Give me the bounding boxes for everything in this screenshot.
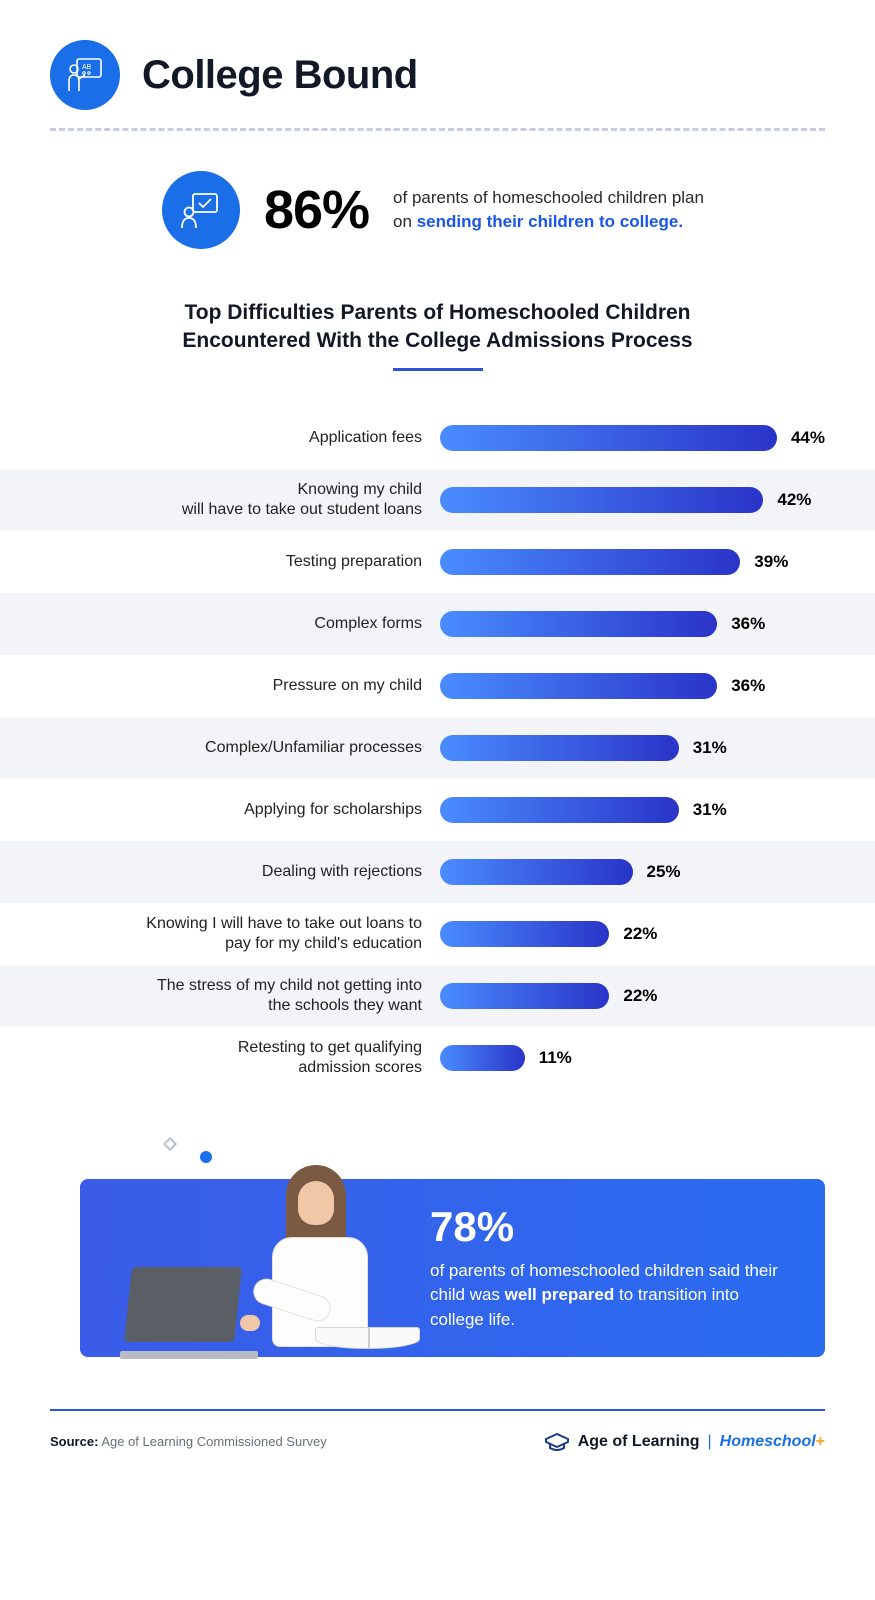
laptop-icon [120, 1267, 250, 1357]
bar-fill [440, 1045, 525, 1071]
header-divider [50, 128, 825, 131]
callout-percentage: 78% [430, 1203, 785, 1251]
bar-label: Dealing with rejections [50, 862, 440, 882]
brand-separator: | [707, 1433, 711, 1451]
chart-title: Top Difficulties Parents of Homeschooled… [118, 299, 758, 356]
bar-value: 36% [731, 614, 765, 634]
bar-track: 31% [440, 735, 825, 761]
bar-value: 31% [693, 738, 727, 758]
bar-label: Knowing I will have to take out loans to… [50, 914, 440, 954]
bar-row: Retesting to get qualifyingadmission sco… [0, 1027, 875, 1089]
source-label: Source: [50, 1434, 98, 1449]
teacher-blackboard-icon: AB [50, 40, 120, 110]
bar-fill [440, 673, 717, 699]
footer-divider [50, 1409, 825, 1411]
bar-track: 22% [440, 983, 825, 1009]
bar-row: Application fees 44% [0, 407, 875, 469]
bar-label: Complex forms [50, 614, 440, 634]
bar-label: Applying for scholarships [50, 800, 440, 820]
bar-value: 11% [539, 1048, 572, 1068]
page-header: AB College Bound [50, 40, 825, 110]
blackboard-svg: AB [65, 55, 105, 95]
bar-label: Testing preparation [50, 552, 440, 572]
bar-track: 36% [440, 611, 825, 637]
brand-logo: Age of Learning | Homeschool+ [544, 1431, 825, 1453]
bar-fill [440, 549, 740, 575]
bar-track: 22% [440, 921, 825, 947]
bar-row: Complex/Unfamiliar processes 31% [0, 717, 875, 779]
bar-value: 22% [623, 986, 657, 1006]
presentation-svg [179, 188, 223, 232]
bar-value: 44% [791, 428, 825, 448]
bar-value: 31% [693, 800, 727, 820]
callout-content: 78% of parents of homeschooled children … [430, 1203, 785, 1333]
source-text: Age of Learning Commissioned Survey [101, 1434, 326, 1449]
bar-fill [440, 735, 679, 761]
bar-value: 36% [731, 676, 765, 696]
callout-section: + 78% of parents of homeschooled childre… [50, 1139, 825, 1369]
bar-value: 39% [754, 552, 788, 572]
bar-label: Application fees [50, 428, 440, 448]
bar-row: The stress of my child not getting intot… [0, 965, 875, 1027]
footer: Source: Age of Learning Commissioned Sur… [50, 1431, 825, 1453]
bar-label: Pressure on my child [50, 676, 440, 696]
bar-label: Knowing my childwill have to take out st… [50, 480, 440, 520]
bar-fill [440, 425, 777, 451]
callout-text-bold: well prepared [505, 1285, 615, 1304]
hero-percentage: 86% [264, 179, 369, 241]
bar-row: Dealing with rejections 25% [0, 841, 875, 903]
callout-text: of parents of homeschooled children said… [430, 1259, 785, 1333]
bar-row: Testing preparation 39% [0, 531, 875, 593]
bar-row: Applying for scholarships 31% [0, 779, 875, 841]
bar-label: Complex/Unfamiliar processes [50, 738, 440, 758]
bar-row: Pressure on my child 36% [0, 655, 875, 717]
bar-track: 42% [440, 487, 825, 513]
bar-track: 36% [440, 673, 825, 699]
graduation-cap-icon [544, 1431, 570, 1453]
bar-fill [440, 611, 717, 637]
bar-fill [440, 921, 609, 947]
bar-row: Knowing I will have to take out loans to… [0, 903, 875, 965]
bar-track: 31% [440, 797, 825, 823]
hero-description: of parents of homeschooled children plan… [393, 186, 713, 234]
bar-row: Complex forms 36% [0, 593, 875, 655]
brand-plus: + [816, 1433, 825, 1450]
page-title: College Bound [142, 53, 418, 98]
bar-value: 25% [647, 862, 681, 882]
presentation-check-icon [162, 171, 240, 249]
bar-track: 44% [440, 425, 825, 451]
bar-label: Retesting to get qualifyingadmission sco… [50, 1038, 440, 1078]
bar-chart: Application fees 44% Knowing my childwill … [0, 407, 875, 1089]
svg-text:AB: AB [82, 64, 92, 71]
hero-stat: 86% of parents of homeschooled children … [118, 171, 758, 249]
bar-label: The stress of my child not getting intot… [50, 976, 440, 1016]
bar-fill [440, 983, 609, 1009]
chart-title-underline [393, 368, 483, 371]
hero-text-highlight: sending their children to college. [417, 212, 683, 231]
bar-fill [440, 487, 763, 513]
book-icon [315, 1327, 420, 1357]
brand-sub: Homeschool [720, 1433, 816, 1450]
source-citation: Source: Age of Learning Commissioned Sur… [50, 1434, 327, 1449]
bar-value: 22% [623, 924, 657, 944]
bar-row: Knowing my childwill have to take out st… [0, 469, 875, 531]
bar-track: 11% [440, 1045, 825, 1071]
student-illustration [120, 1147, 420, 1357]
bar-track: 25% [440, 859, 825, 885]
bar-fill [440, 797, 679, 823]
bar-value: 42% [777, 490, 811, 510]
brand-sub-wrap: Homeschool+ [720, 1433, 825, 1451]
bar-fill [440, 859, 633, 885]
bar-track: 39% [440, 549, 825, 575]
brand-name: Age of Learning [578, 1433, 700, 1451]
